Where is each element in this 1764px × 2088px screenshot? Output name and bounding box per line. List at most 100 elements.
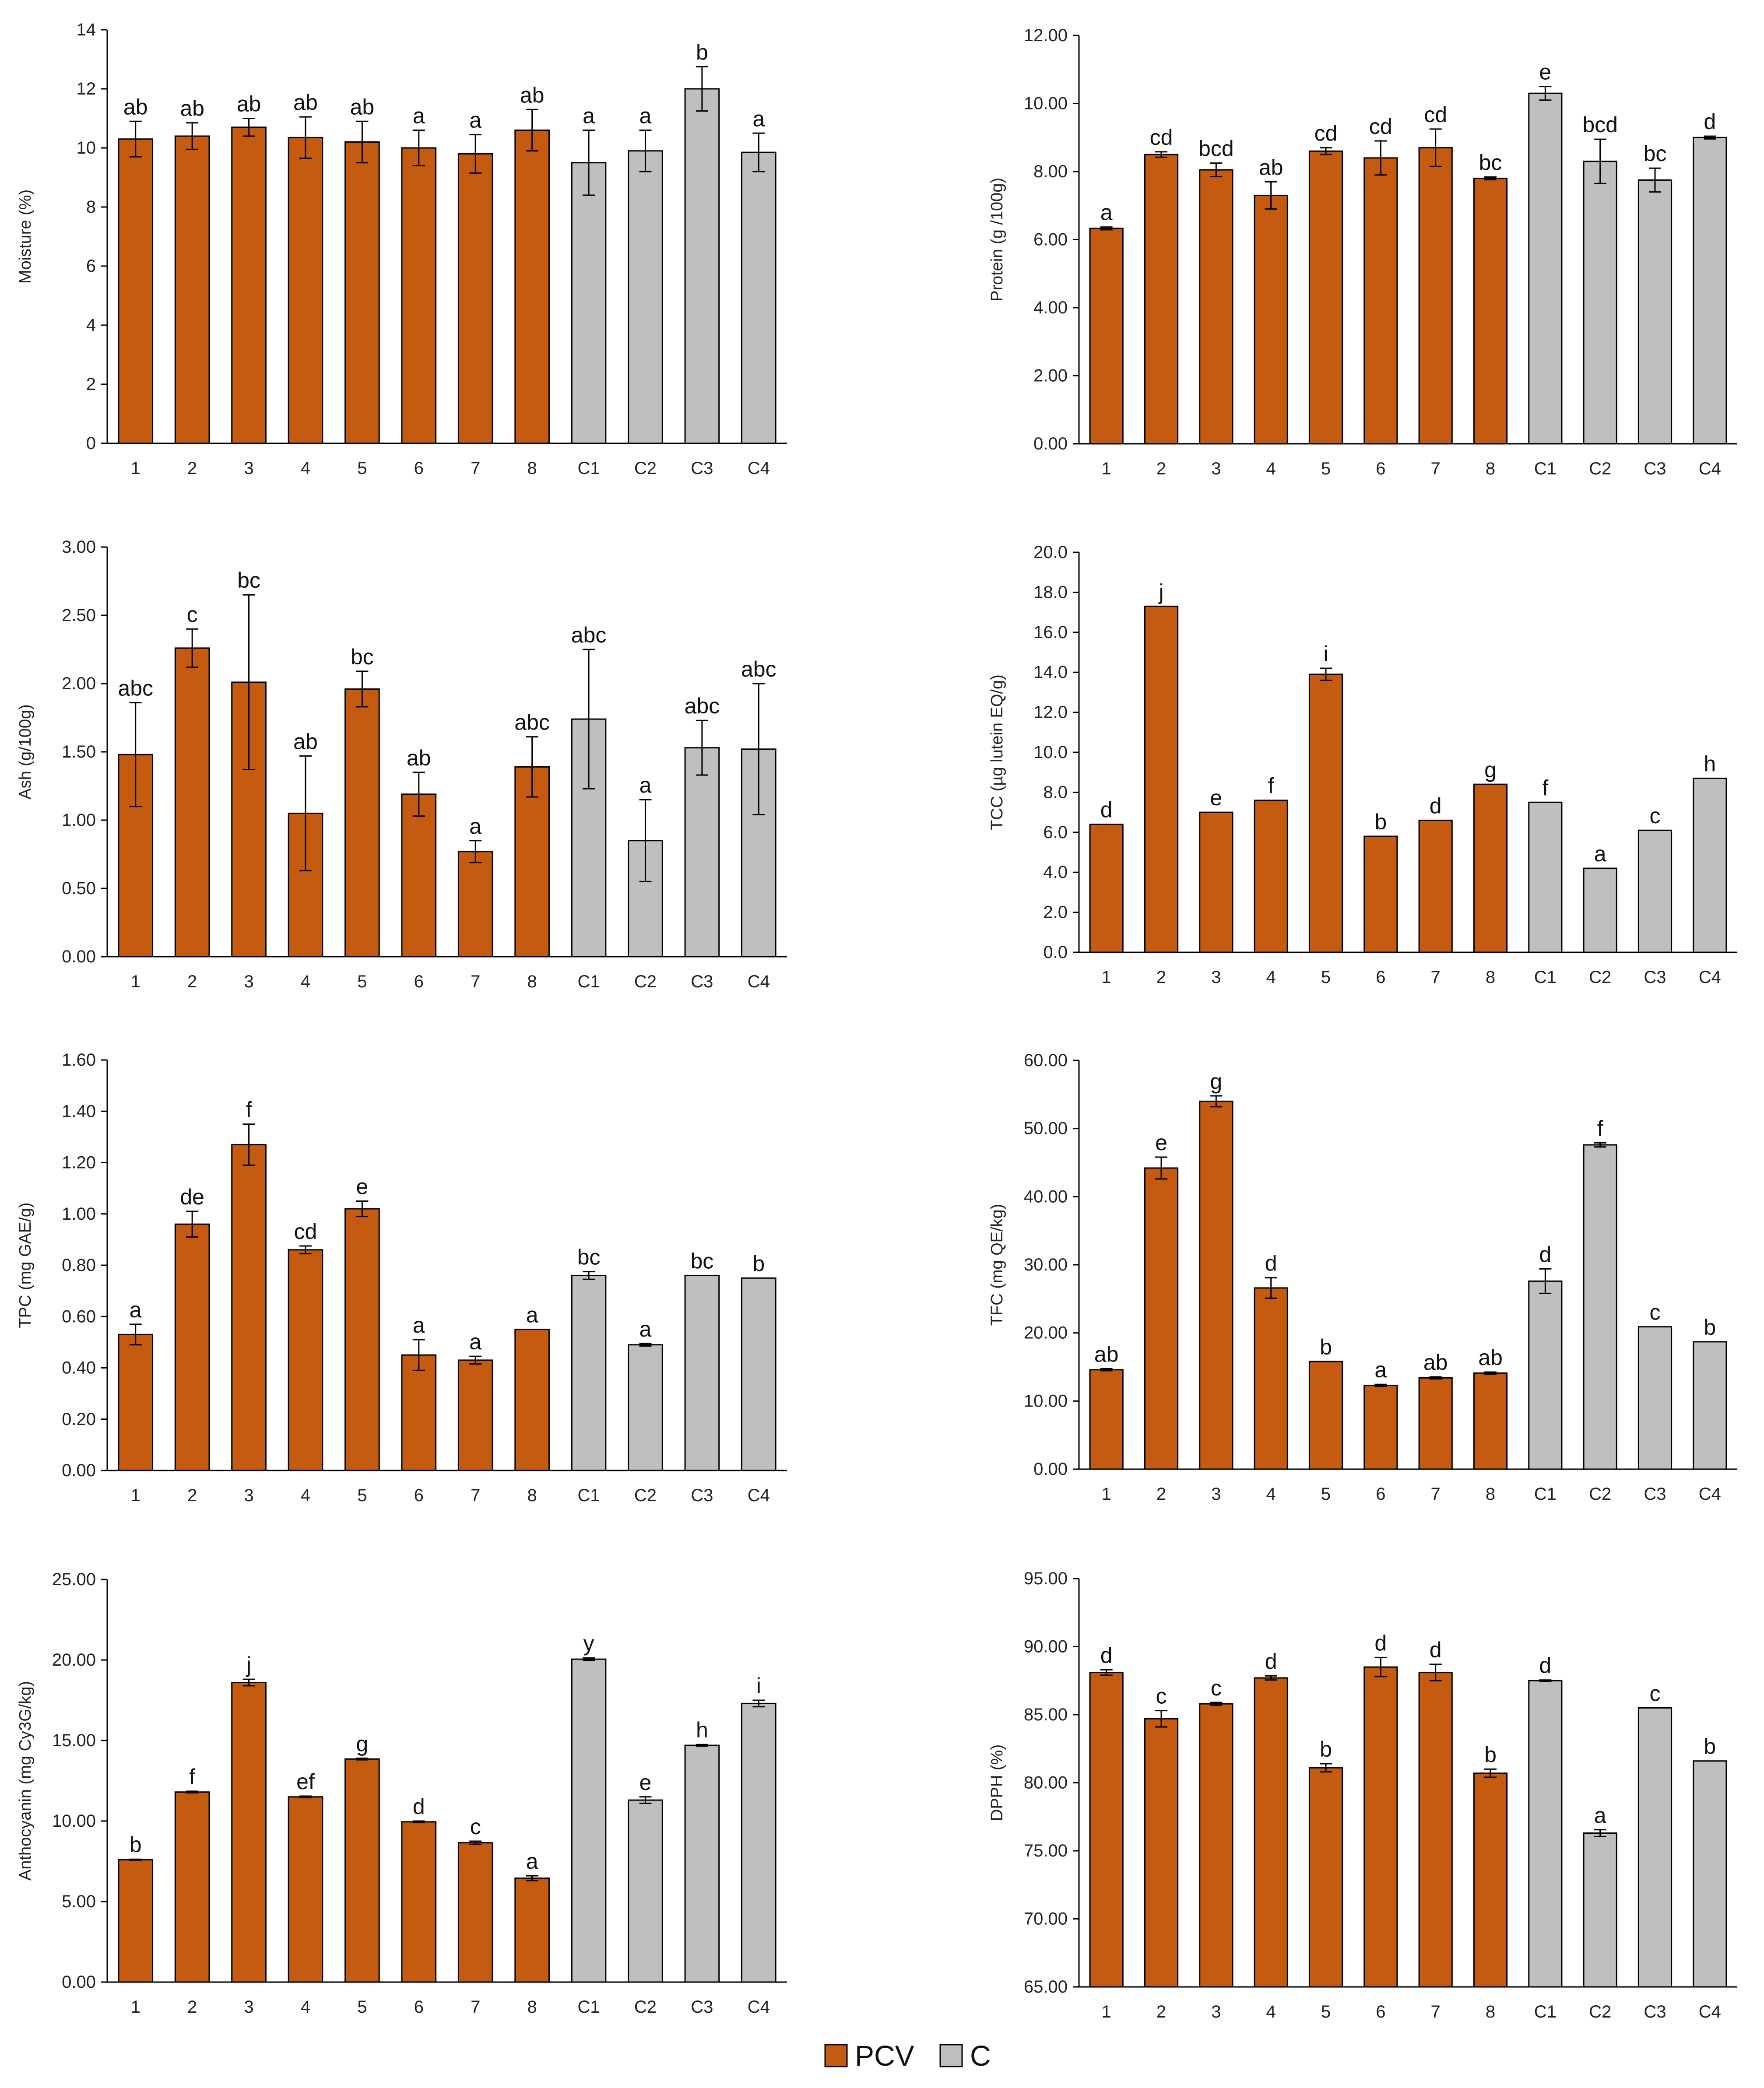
y-tick-label: 12.00 (1024, 26, 1068, 45)
x-tick-label: 1 (1102, 459, 1111, 478)
significance-label: ab (180, 96, 204, 121)
x-tick-label: 8 (527, 459, 537, 478)
y-tick-label: 0.00 (62, 1972, 96, 1992)
x-tick-label: 5 (1321, 2002, 1331, 2021)
significance-label: ab (1423, 1350, 1448, 1375)
x-tick-label: 3 (1211, 1484, 1221, 1504)
x-tick-label: 8 (527, 1997, 537, 2017)
bar (571, 1658, 607, 1983)
y-tick-label: 10.00 (1024, 94, 1068, 113)
x-tick-label: 5 (357, 1486, 367, 1505)
significance-label: y (583, 1631, 594, 1656)
x-tick-label: 3 (244, 459, 253, 478)
chart-anthocyanin: 0.00 5.00 10.00 15.00 20.00 25.00 Anthocyanin … (16, 1570, 787, 2017)
legend-swatch-C (939, 2044, 963, 2067)
y-tick-label: 10 (77, 138, 96, 158)
significance-label: ab (123, 95, 148, 119)
significance-label: cd (1150, 125, 1173, 150)
y-axis-label: TCC (µg lutein EQ/g) (988, 674, 1006, 830)
x-tick-label: 1 (1102, 2002, 1111, 2021)
x-tick-label: 5 (1321, 459, 1331, 478)
significance-label: i (1323, 642, 1328, 666)
significance-label: abc (571, 623, 607, 647)
significance-label: a (413, 1313, 425, 1337)
x-tick-label: 8 (1486, 968, 1495, 987)
x-tick-label: 5 (357, 459, 367, 478)
y-tick-label: 14.0 (1033, 663, 1068, 682)
significance-label: e (640, 1770, 652, 1795)
bar (741, 151, 777, 444)
x-tick-label: 8 (527, 972, 537, 991)
significance-label: ab (350, 95, 375, 119)
y-tick-label: 1.40 (62, 1102, 96, 1121)
significance-label: b (1320, 1737, 1332, 1762)
x-tick-label: 8 (1486, 1484, 1495, 1504)
significance-label: abc (514, 710, 550, 735)
bar (1308, 1361, 1343, 1470)
significance-label: b (696, 40, 708, 64)
y-tick-label: 0.20 (62, 1410, 96, 1429)
x-tick-label: 6 (414, 459, 424, 478)
bar (288, 1796, 323, 1983)
legend-label-C: C (970, 2039, 991, 2072)
bar (684, 747, 720, 958)
bar (1144, 1718, 1179, 1988)
x-tick-label: C1 (577, 1997, 600, 2017)
significance-label: bc (577, 1245, 601, 1270)
bar (1583, 161, 1617, 445)
bar (1363, 157, 1398, 445)
x-tick-label: 2 (187, 1997, 197, 2017)
significance-label: ab (237, 92, 261, 116)
bar (1637, 179, 1673, 445)
x-tick-label: C3 (1644, 459, 1666, 478)
x-tick-label: 6 (414, 1486, 424, 1505)
significance-label: b (1484, 1742, 1497, 1767)
bar (1308, 150, 1343, 445)
significance-label: c (470, 1814, 481, 1839)
significance-label: a (526, 1303, 538, 1327)
x-tick-label: C2 (634, 972, 657, 991)
y-axis-label: Moisture (%) (16, 189, 35, 284)
significance-label: c (1650, 804, 1661, 828)
bar (401, 147, 437, 444)
x-tick-label: 8 (1486, 459, 1495, 478)
x-tick-label: 4 (1266, 459, 1276, 478)
bar (1637, 829, 1673, 953)
y-tick-label: 1.50 (62, 742, 96, 762)
y-axis-label: TFC (mg QE/kg) (988, 1204, 1006, 1326)
significance-label: a (130, 1298, 142, 1322)
bar (457, 851, 493, 958)
significance-label: ab (293, 729, 318, 754)
x-tick-label: C3 (1644, 968, 1666, 987)
x-tick-label: C3 (1644, 1484, 1666, 1504)
significance-label: c (1650, 1300, 1661, 1325)
bar (1144, 1167, 1179, 1470)
x-tick-label: 2 (1156, 968, 1166, 987)
significance-label: bc (1644, 141, 1667, 166)
significance-label: d (1539, 1242, 1551, 1267)
bar (1418, 1377, 1453, 1470)
y-tick-label: 85.00 (1024, 1705, 1068, 1724)
significance-label: f (246, 1098, 252, 1122)
significance-label: a (1594, 842, 1606, 866)
y-tick-label: 80.00 (1024, 1773, 1068, 1793)
y-tick-label: 60.00 (1024, 1051, 1068, 1070)
significance-label: f (1597, 1116, 1603, 1141)
x-tick-label: C4 (1699, 1484, 1721, 1504)
x-tick-label: 7 (471, 1997, 480, 2017)
y-tick-label: 65.00 (1024, 1977, 1068, 1997)
y-tick-label: 6 (86, 256, 96, 276)
significance-label: f (1542, 776, 1548, 800)
x-tick-label: 5 (357, 1997, 367, 2017)
significance-label: a (1374, 1358, 1387, 1382)
x-tick-label: 8 (527, 1486, 537, 1505)
x-tick-label: C2 (1589, 2002, 1611, 2021)
bar (1693, 1760, 1727, 1988)
chart-protein: 0.00 2.00 4.00 6.00 8.00 10.00 12.00 Protein (g… (988, 26, 1737, 478)
y-tick-label: 95.00 (1024, 1569, 1068, 1588)
x-tick-label: 7 (1431, 2002, 1441, 2021)
bar (1254, 1287, 1288, 1470)
x-tick-label: 8 (1486, 2002, 1495, 2021)
significance-label: bcd (1198, 137, 1234, 161)
